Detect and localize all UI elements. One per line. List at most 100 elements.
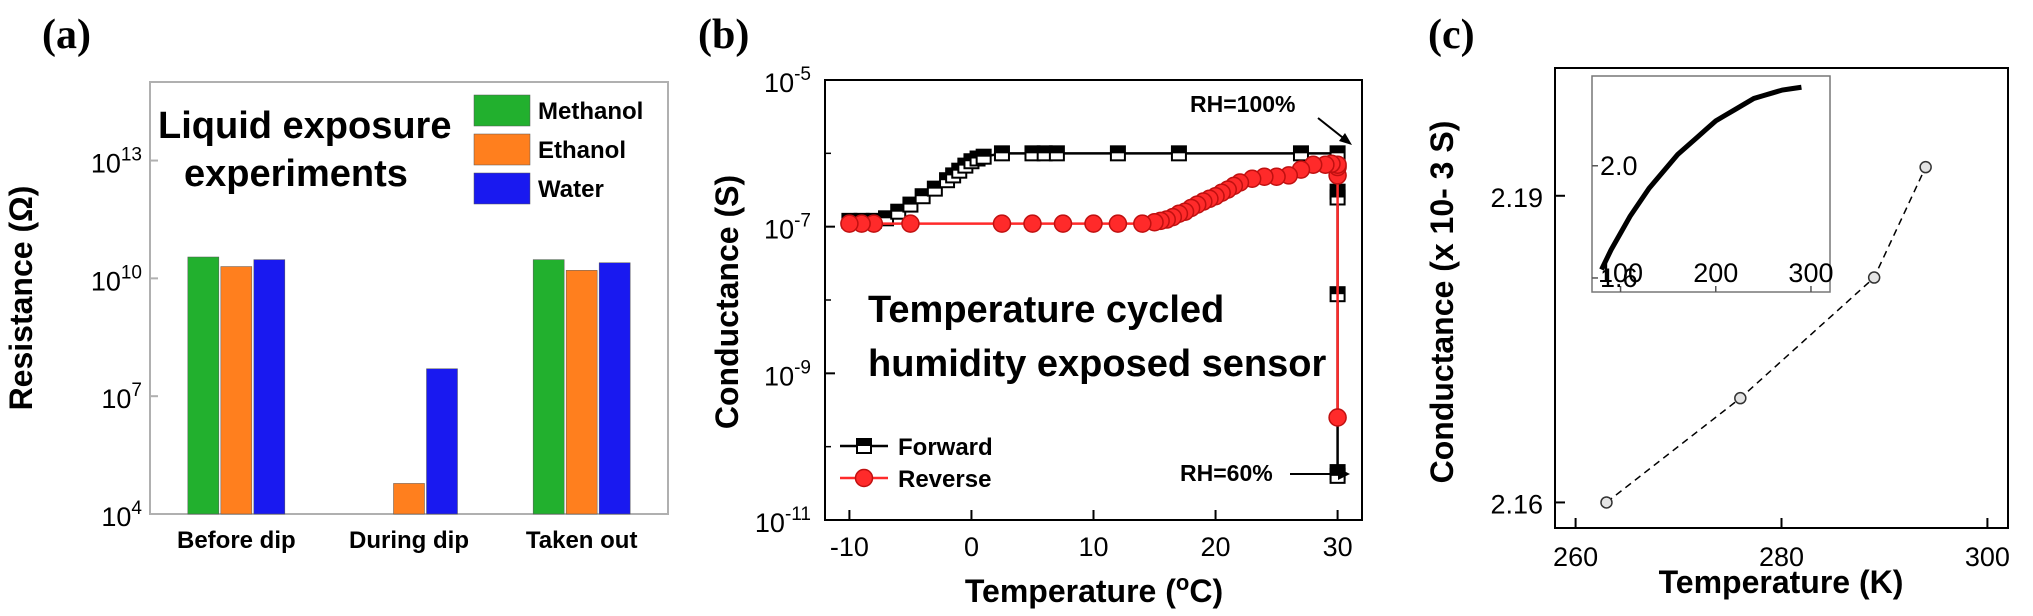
rh-100-annotation: RH=100% <box>1190 91 1352 145</box>
panel-b-annotation-line2: humidity exposed sensor <box>868 343 1326 385</box>
panel-a-y-axis-label: Resistance (Ω) <box>3 186 39 411</box>
panel-b-reverse-point <box>1108 214 1128 233</box>
panel-b-reverse-point <box>1328 408 1347 427</box>
panel-a-y-tick-label: 1013 <box>91 145 142 179</box>
rh-100-label: RH=100% <box>1190 91 1295 117</box>
panel-c-y-tick-label: 2.19 <box>1490 183 1543 213</box>
panel-b-reverse-point <box>1133 214 1152 233</box>
panel-a-legend-label: Ethanol <box>538 137 626 164</box>
panel-a-annotation-line2: experiments <box>184 153 408 195</box>
panel-b-forward-point-fill <box>1293 146 1308 154</box>
inset-y-tick-label: 1.6 <box>1600 263 1638 293</box>
inset-x-tick-label: 200 <box>1693 258 1738 288</box>
panel-c-series <box>1600 160 1932 509</box>
panel-a-category-labels: Before dip During dip Taken out <box>177 527 637 554</box>
panel-b-reverse-point <box>1023 214 1042 233</box>
panel-b-reverse-point <box>840 214 859 233</box>
panel-b-legend-label: Reverse <box>898 466 991 493</box>
panel-a-legend-label: Water <box>538 176 604 203</box>
panel-b-reverse-point <box>992 214 1012 233</box>
panel-c-y-tick-label: 2.16 <box>1490 489 1543 519</box>
panel-c: (c) 2.16 2.19 260 280 300 Conductance (x 10… <box>1424 12 2010 600</box>
panel-a-y-tick-label: 1010 <box>91 262 142 296</box>
panel-a-bars <box>187 256 631 515</box>
panel-a-annotation-line1: Liquid exposure <box>158 105 451 147</box>
panel-a-bar <box>253 259 286 515</box>
panel-b-forward-point-fill <box>1330 146 1345 154</box>
panel-b-forward-point-fill <box>879 211 894 219</box>
panel-b-forward-point-fill <box>1110 146 1125 154</box>
panel-b-forward-point-fill <box>903 197 918 205</box>
panel-b-y-tick-label: 10-5 <box>764 64 811 98</box>
panel-c-x-tick-label: 260 <box>1553 542 1598 572</box>
rh-60-label: RH=60% <box>1180 460 1273 486</box>
panel-c-y-axis-label: Conductance (x 10- 3 S) <box>1424 121 1460 484</box>
panel-a-legend-swatch <box>473 94 531 127</box>
panel-b-y-tick-label: 10-7 <box>764 211 811 245</box>
panel-b-x-tick-label: -10 <box>830 532 869 562</box>
panel-b-legend-marker <box>854 468 874 488</box>
panel-c-point <box>1867 271 1881 284</box>
panel-b-annotation-line1: Temperature cycled <box>868 289 1224 331</box>
inset-frame <box>1591 75 1831 293</box>
panel-b-y-axis-label: Conductance (S) <box>709 175 745 429</box>
panel-a-bar <box>187 256 220 515</box>
panel-c-x-ticks: 260 280 300 <box>1553 518 2010 572</box>
panel-b-y-tick-label: 10-9 <box>764 357 811 391</box>
panel-b-forward-point-fill <box>927 181 942 189</box>
panel-b-reverse-point <box>1084 214 1103 233</box>
panel-c-x-tick-label: 300 <box>1965 542 2010 572</box>
rh-60-annotation: RH=60% <box>1180 460 1350 486</box>
panel-a-y-ticks: 104 107 1010 1013 <box>91 145 158 532</box>
panel-b-forward-point-fill <box>1037 146 1052 154</box>
panel-a-category-label: During dip <box>349 527 469 554</box>
inset-curve <box>1599 84 1802 271</box>
panel-a-bar <box>393 483 425 515</box>
panel-a-label: (a) <box>42 12 91 58</box>
panel-b-reverse-point <box>901 214 920 233</box>
panel-a-legend: Methanol Ethanol Water <box>473 94 643 205</box>
panel-a-y-tick-label: 104 <box>101 498 142 532</box>
panel-b-label: (b) <box>698 12 749 58</box>
panel-c-y-ticks: 2.16 2.19 <box>1490 183 1565 519</box>
panel-c-x-tick-label: 280 <box>1759 542 1804 572</box>
panel-c-dashed-line <box>1606 166 1927 504</box>
panel-b-x-ticks: -10 0 10 20 30 <box>830 510 1353 562</box>
panel-b-forward-point-fill <box>915 189 930 197</box>
panel-a-bar <box>532 259 565 515</box>
panel-a-category-label: Before dip <box>177 527 296 554</box>
panel-b-forward-point-fill <box>994 146 1009 154</box>
panel-b-x-tick-label: 30 <box>1323 532 1353 562</box>
panel-c-point <box>1734 391 1747 405</box>
panel-a: (a) 104 107 1010 1013 Before dip During dip T… <box>3 12 669 554</box>
panel-a-legend-swatch <box>473 133 531 166</box>
panel-c-label: (c) <box>1428 12 1475 58</box>
panel-a-bar <box>220 266 253 515</box>
panel-b-y-ticks: 10-11 10-9 10-7 10-5 <box>755 64 835 538</box>
inset-y-tick-label: 2.0 <box>1600 151 1638 181</box>
inset-x-tick-label: 300 <box>1788 258 1833 288</box>
panel-c-point <box>1600 496 1613 509</box>
panel-a-y-tick-label: 107 <box>101 380 142 414</box>
panel-a-bar <box>565 270 598 515</box>
panel-c-x-axis-label: Temperature (K) <box>1659 564 1904 600</box>
panel-b-legend-label: Forward <box>898 434 993 461</box>
panel-b-forward-point-fill <box>1171 146 1186 154</box>
panel-b-legend: Forward Reverse <box>840 434 993 493</box>
panel-b-x-tick-label: 0 <box>964 532 979 562</box>
panel-b-x-tick-label: 10 <box>1078 532 1108 562</box>
panel-b-forward-point-fill <box>976 149 991 157</box>
panel-a-legend-label: Methanol <box>538 98 643 125</box>
panel-b-forward-point-fill <box>891 204 906 212</box>
panel-a-legend-swatch <box>473 172 531 205</box>
panel-b-forward-point-fill <box>1330 468 1345 476</box>
panel-b-forward-point-fill <box>1025 146 1040 154</box>
panel-b-forward-point-fill <box>1049 146 1064 154</box>
panel-c-point <box>1919 160 1932 174</box>
panel-b-legend-marker-fill <box>857 439 871 446</box>
panel-b: (b) 10-11 10-9 10-7 10-5 -10 0 10 20 30 Conduct… <box>698 12 1363 609</box>
panel-a-bar <box>426 368 458 515</box>
rh-100-arrowhead <box>1339 133 1352 145</box>
